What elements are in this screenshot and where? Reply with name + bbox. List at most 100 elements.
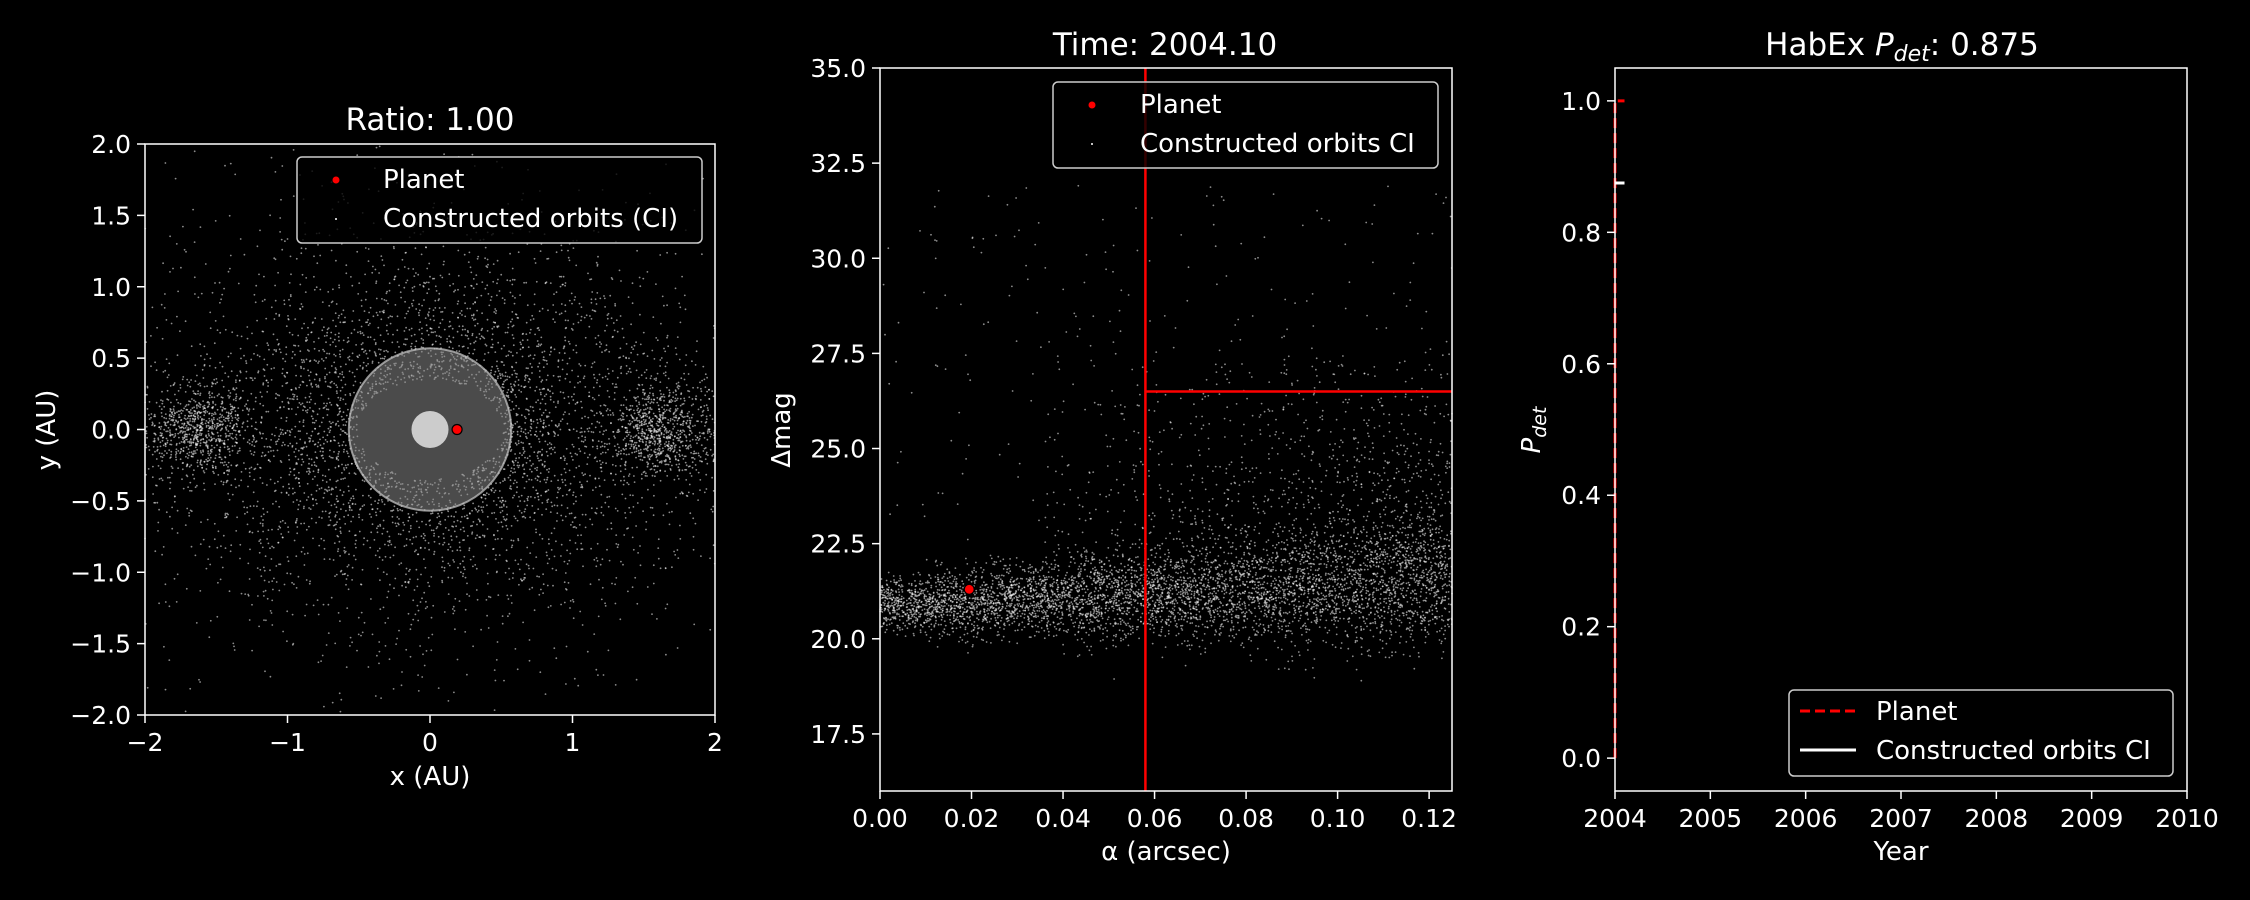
orbit-point [418, 309, 421, 312]
orbit-point [645, 429, 648, 431]
orbit-point [683, 433, 686, 436]
orbit-point [379, 357, 382, 360]
orbit-point [464, 315, 467, 318]
orbit-point [514, 422, 517, 425]
orbit-point [689, 421, 692, 424]
orbit-point [653, 378, 656, 380]
orbit-point [150, 335, 152, 337]
orbit-point [626, 527, 628, 530]
orbit-point [658, 445, 661, 447]
orbit-point [467, 347, 469, 349]
orbit-point [583, 316, 586, 319]
orbit-point [668, 523, 671, 526]
orbit-point [421, 304, 423, 307]
orbit-point [379, 334, 382, 337]
orbit-point [227, 389, 230, 392]
orbit-point [688, 425, 691, 427]
orbit-point [500, 501, 503, 504]
orbit-point [371, 360, 374, 363]
orbit-point [518, 509, 521, 512]
orbit-point [405, 538, 408, 540]
orbit-point [631, 420, 634, 423]
orbit-point [240, 479, 243, 482]
orbit-point [382, 527, 385, 530]
orbit-point [614, 684, 617, 686]
orbit-point [189, 481, 192, 484]
orbit-point [409, 578, 411, 581]
orbit-point [174, 433, 177, 435]
orbit-point [205, 426, 208, 428]
orbit-point [619, 452, 622, 455]
orbit-point [611, 278, 614, 281]
orbit-point [412, 299, 415, 302]
orbit-point [293, 491, 296, 494]
orbit-point [504, 379, 507, 382]
orbit-point [278, 589, 281, 592]
orbit-point [352, 310, 355, 312]
orbit-point [305, 445, 308, 448]
orbit-point [705, 451, 708, 454]
orbit-point [336, 534, 339, 537]
orbit-point [447, 593, 450, 595]
orbit-point [560, 603, 562, 606]
orbit-point [160, 477, 163, 480]
orbit-point [172, 419, 175, 421]
orbit-point [209, 394, 211, 397]
orbit-point [219, 361, 222, 364]
orbit-point [360, 634, 362, 637]
orbit-point [228, 498, 231, 501]
orbit-point [546, 562, 549, 565]
orbit-point [679, 433, 682, 435]
orbit-point [263, 275, 265, 278]
orbit-point [387, 590, 390, 593]
orbit-point [647, 401, 650, 403]
orbit-point [276, 394, 279, 396]
orbit-point [504, 519, 507, 522]
orbit-point [561, 478, 563, 481]
orbit-point [323, 350, 326, 353]
orbit-point [706, 430, 709, 432]
orbit-point [493, 533, 495, 536]
orbit-point [256, 500, 259, 503]
orbit-point [282, 441, 284, 444]
orbit-point [340, 698, 343, 701]
orbit-point [416, 604, 419, 607]
orbit-point [674, 389, 677, 391]
orbit-point [283, 443, 286, 446]
orbit-point [197, 392, 199, 395]
orbit-point [649, 387, 652, 390]
orbit-point [688, 483, 691, 486]
orbit-point [204, 422, 207, 425]
orbit-point [240, 471, 243, 473]
orbit-point [399, 291, 402, 294]
orbit-point [510, 386, 513, 388]
orbit-point [162, 444, 165, 447]
orbit-point [619, 465, 622, 467]
orbit-point [202, 400, 205, 402]
orbit-point [228, 435, 231, 437]
orbit-point [321, 510, 324, 513]
orbit-point [311, 430, 314, 433]
orbit-point [316, 599, 319, 601]
orbit-point [664, 371, 667, 374]
orbit-point [699, 489, 701, 491]
orbit-point [635, 341, 637, 344]
orbit-point [659, 254, 662, 256]
orbit-point [513, 468, 516, 470]
orbit-point [681, 454, 684, 457]
orbit-point [392, 333, 394, 336]
orbit-point [347, 564, 350, 566]
orbit-point [606, 496, 609, 498]
orbit-point [464, 286, 466, 288]
orbit-point [559, 487, 562, 490]
orbit-point [224, 516, 226, 519]
orbit-point [476, 534, 478, 537]
orbit-point [215, 378, 218, 380]
orbit-point [652, 514, 655, 517]
orbit-point [571, 598, 574, 601]
orbit-point [615, 449, 617, 452]
orbit-point [570, 292, 573, 295]
orbit-point [613, 392, 616, 394]
orbit-point [365, 290, 368, 293]
orbit-point [206, 406, 209, 408]
